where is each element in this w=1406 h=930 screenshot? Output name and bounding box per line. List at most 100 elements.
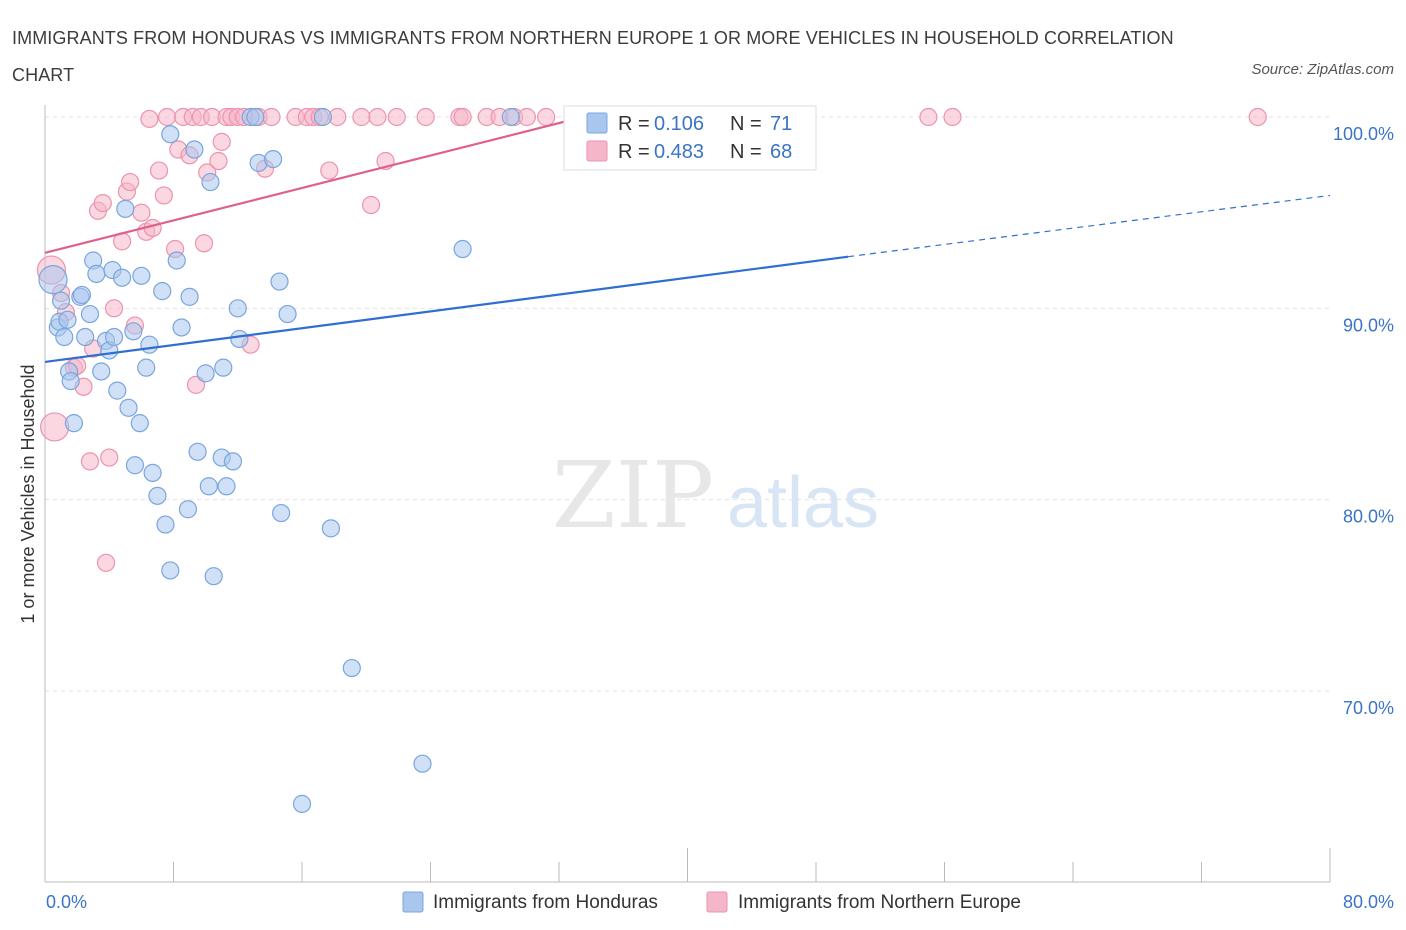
legend-n-value-blue: 71	[770, 113, 792, 135]
data-point	[263, 149, 283, 169]
chart-title: IMMIGRANTS FROM HONDURAS VS IMMIGRANTS F…	[12, 28, 1174, 85]
data-point	[80, 452, 100, 471]
data-point	[140, 335, 159, 354]
legend-r-label-pink: R =	[618, 141, 650, 163]
data-point	[919, 107, 938, 127]
y-tick-label: 70.0%	[1343, 698, 1394, 718]
data-point	[270, 272, 289, 291]
data-point	[214, 358, 233, 377]
series-legend-label-northern-europe: Immigrants from Northern Europe	[738, 892, 1021, 913]
legend-n-label-blue: N =	[730, 113, 762, 135]
data-point	[121, 172, 140, 192]
data-point	[55, 327, 74, 347]
y-tick-label: 90.0%	[1343, 315, 1394, 335]
data-point	[212, 132, 231, 151]
data-point	[217, 477, 236, 496]
legend-swatch-pink	[586, 140, 608, 162]
legend-n-label-pink: N =	[730, 141, 762, 163]
data-point	[87, 264, 106, 283]
data-point	[416, 107, 435, 127]
data-point	[167, 251, 186, 270]
data-point	[368, 107, 387, 127]
data-point	[132, 203, 151, 222]
data-point	[453, 239, 472, 259]
axes	[44, 105, 1331, 883]
data-point	[100, 448, 119, 467]
x-tick-label-min: 0.0%	[46, 892, 87, 912]
trend-lines	[44, 115, 1331, 363]
data-point	[124, 322, 143, 341]
data-point	[93, 194, 112, 213]
data-point	[230, 329, 249, 349]
data-point	[58, 310, 77, 329]
y-tick-label: 80.0%	[1343, 507, 1394, 527]
data-point	[143, 463, 162, 482]
data-point	[387, 107, 406, 127]
data-point	[161, 561, 180, 580]
data-point	[119, 398, 138, 417]
data-point	[453, 107, 472, 127]
data-point	[61, 371, 80, 391]
data-point	[199, 477, 218, 496]
data-point	[1248, 107, 1267, 127]
source-label: Source: ZipAtlas.com	[1251, 61, 1394, 78]
data-point	[76, 327, 95, 347]
trend-line-honduras-extension	[848, 194, 1331, 258]
data-point	[51, 291, 71, 310]
data-point	[161, 125, 180, 144]
data-point	[40, 412, 70, 442]
series-legend-swatch-northern-europe	[706, 891, 728, 913]
legend-r-value-pink: 0.483	[654, 141, 704, 163]
data-point	[92, 362, 111, 381]
data-point	[262, 107, 281, 127]
y-axis-title: 1 or more Vehicles in Household	[18, 364, 38, 623]
series-legend-swatch-honduras	[402, 891, 424, 913]
data-point	[172, 318, 191, 337]
data-point	[194, 234, 214, 253]
data-point	[140, 109, 159, 129]
data-point	[313, 107, 332, 127]
data-point	[278, 304, 297, 324]
data-point	[223, 452, 243, 471]
data-point	[196, 364, 215, 383]
data-point	[204, 567, 223, 586]
data-point	[361, 195, 381, 215]
data-point	[413, 754, 432, 773]
data-point	[342, 658, 361, 678]
legend-r-label-blue: R =	[618, 113, 650, 135]
data-point	[154, 186, 173, 205]
data-point	[157, 107, 177, 127]
watermark-atlas: atlas	[727, 463, 879, 543]
data-point	[180, 287, 199, 306]
data-point	[209, 151, 228, 171]
data-point	[292, 794, 312, 813]
series-legend-label-honduras: Immigrants from Honduras	[433, 892, 658, 913]
data-point	[943, 107, 962, 127]
stats-legend: R = 0.106 N = 71 R = 0.483 N = 68	[563, 105, 817, 171]
data-point	[246, 107, 265, 127]
data-point	[72, 285, 92, 305]
data-point	[156, 515, 175, 534]
y-tick-label: 100.0%	[1333, 124, 1394, 144]
watermark: ZIP atlas	[552, 442, 879, 549]
data-point	[137, 358, 156, 377]
data-point	[201, 172, 220, 192]
data-point	[228, 299, 247, 318]
y-tick-labels: 100.0% 90.0% 80.0% 70.0%	[1333, 124, 1394, 718]
data-point	[125, 456, 145, 475]
series-honduras	[38, 107, 729, 813]
data-point	[96, 553, 116, 572]
data-point	[185, 140, 204, 159]
data-point	[104, 299, 124, 318]
data-point	[38, 265, 68, 295]
data-point	[501, 107, 520, 127]
data-point	[104, 327, 124, 347]
data-point	[112, 268, 132, 287]
x-tick-label-max: 80.0%	[1343, 892, 1394, 912]
data-point	[80, 304, 100, 324]
series-legend: Immigrants from Honduras Immigrants from…	[402, 891, 1021, 913]
data-point	[537, 107, 556, 127]
data-point	[64, 414, 84, 433]
legend-swatch-blue	[586, 112, 608, 134]
